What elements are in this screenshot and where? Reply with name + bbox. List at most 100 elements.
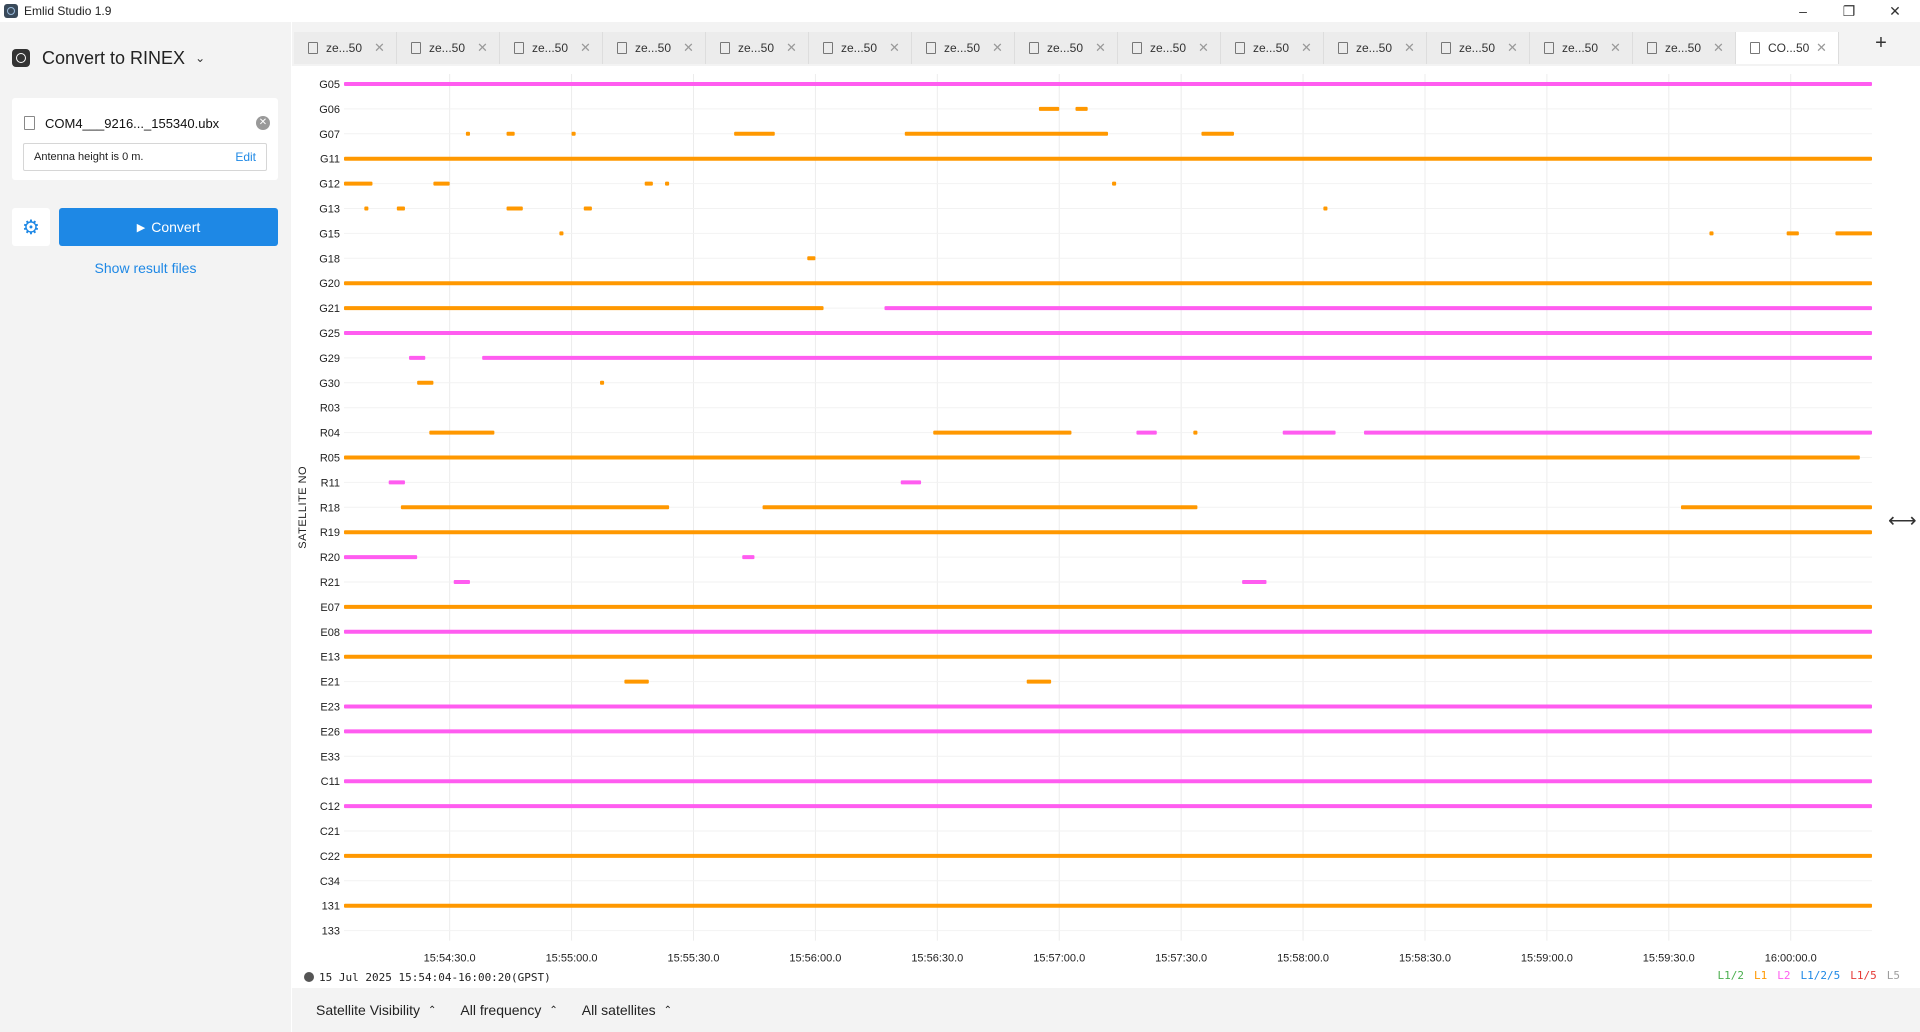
visibility-segment [559,231,564,236]
tab-5[interactable]: ze...50 ✕ [706,32,809,64]
tab-label: CO...50 [1768,41,1810,55]
visibility-dropdown[interactable]: Satellite Visibility ⌃ [316,1002,436,1018]
tab-7[interactable]: ze...50 ✕ [912,32,1015,64]
satellite-label: R19 [320,527,340,539]
satellite-label: E08 [320,627,340,639]
close-tab-icon[interactable]: ✕ [1301,40,1312,55]
tab-label: ze...50 [635,41,672,55]
satellites-dropdown[interactable]: All satellites ⌃ [582,1002,672,1018]
visibility-segment [344,903,1872,908]
frequency-dropdown[interactable]: All frequency ⌃ [460,1002,557,1018]
visibility-segment [644,181,653,186]
close-tab-icon[interactable]: ✕ [1404,40,1415,55]
file-card: COM4___9216..._155340.ubx ✕ Antenna heig… [12,98,278,180]
tab-10[interactable]: ze...50 ✕ [1221,32,1324,64]
satellite-label: R11 [321,477,340,489]
tab-15[interactable]: CO...50 ✕ [1736,32,1839,64]
tab-8[interactable]: ze...50 ✕ [1015,32,1118,64]
visibility-segment [665,181,670,186]
close-window-button[interactable]: ✕ [1889,2,1901,19]
x-tick-label: 15:59:00.0 [1521,953,1573,965]
tab-14[interactable]: ze...50 ✕ [1633,32,1736,64]
close-tab-icon[interactable]: ✕ [477,40,488,55]
satellite-label: E21 [320,677,340,689]
visibility-segment [388,480,405,485]
title-bar: Emlid Studio 1.9 – ❐ ✕ [0,0,1920,22]
edit-antenna-button[interactable]: Edit [235,150,256,164]
satellite-label: G06 [319,104,340,116]
visibility-segment [344,331,1872,335]
visibility-segment [482,355,1873,360]
close-tab-icon[interactable]: ✕ [580,40,591,55]
close-tab-icon[interactable]: ✕ [1507,40,1518,55]
visibility-segment [344,604,1872,609]
tab-label: ze...50 [1665,41,1702,55]
legend-item: L1/5 [1850,969,1877,982]
legend-item: L1/2 [1717,969,1745,982]
visibility-segment [1038,106,1060,111]
settings-button[interactable]: ⚙ [12,208,50,246]
satellite-label: G21 [319,303,340,315]
document-icon [1647,42,1657,54]
minimize-button[interactable]: – [1799,3,1807,19]
satellite-label: G25 [319,328,340,340]
tab-3[interactable]: ze...50 ✕ [500,32,603,64]
close-tab-icon[interactable]: ✕ [683,40,694,55]
tab-2[interactable]: ze...50 ✕ [397,32,500,64]
document-icon [1029,42,1039,54]
visibility-segment [1681,505,1872,510]
document-icon [1235,42,1245,54]
new-tab-button[interactable]: + [1875,32,1887,54]
convert-button[interactable]: ▶ Convert [59,208,278,246]
satellite-visibility-chart: 15:54:30.0 15:55:00.0 15:55:30.0 15:56:00.0… [292,66,1920,966]
close-tab-icon[interactable]: ✕ [374,40,385,55]
resize-handle-icon[interactable]: ⟷ [1888,510,1917,532]
visibility-segment [1136,430,1157,435]
tab-label: ze...50 [1253,41,1290,55]
satellite-label: E33 [320,751,340,763]
close-tab-icon[interactable]: ✕ [889,40,900,55]
tab-strip: ze...50 ✕ ze...50 ✕ ze...50 ✕ ze...50 ✕ ze...50 ✕… [292,22,1920,66]
close-tab-icon[interactable]: ✕ [1816,40,1827,55]
satellite-label: G29 [319,353,340,365]
play-icon: ▶ [136,221,146,234]
satellite-label: C21 [320,826,340,838]
document-icon [1544,42,1554,54]
satellite-label: R04 [320,428,340,440]
file-icon [24,116,35,130]
visibility-label: Satellite Visibility [316,1002,421,1018]
visibility-segment [364,206,369,211]
sat-chart-svg: 15:54:30.0 15:55:00.0 15:55:30.0 15:56:00.0… [297,74,1873,965]
close-tab-icon[interactable]: ✕ [1713,40,1724,55]
close-tab-icon[interactable]: ✕ [1610,40,1621,55]
x-tick-label: 15:58:30.0 [1399,953,1451,965]
x-tick-label: 15:55:00.0 [546,953,598,965]
legend-item: L1 [1754,969,1768,982]
show-result-files-link[interactable]: Show result files [94,260,197,276]
tab-1[interactable]: ze...50 ✕ [294,32,397,64]
tab-13[interactable]: ze...50 ✕ [1530,32,1633,64]
tab-11[interactable]: ze...50 ✕ [1324,32,1427,64]
convert-label: Convert [151,219,201,235]
visibility-segment [344,156,1872,161]
tab-6[interactable]: ze...50 ✕ [809,32,912,64]
mode-selector[interactable]: Convert to RINEX ⌄ [12,42,205,74]
tab-12[interactable]: ze...50 ✕ [1427,32,1530,64]
window-title: Emlid Studio 1.9 [24,4,112,18]
visibility-segment [433,181,450,186]
tab-label: ze...50 [1459,41,1496,55]
document-icon [1441,42,1451,54]
satellite-label: E13 [320,652,340,664]
close-tab-icon[interactable]: ✕ [1095,40,1106,55]
close-tab-icon[interactable]: ✕ [786,40,797,55]
tab-4[interactable]: ze...50 ✕ [603,32,706,64]
close-tab-icon[interactable]: ✕ [1198,40,1209,55]
tab-9[interactable]: ze...50 ✕ [1118,32,1221,64]
y-axis-label: SATELLITE NO [297,466,309,549]
document-icon [411,42,421,54]
remove-file-icon[interactable]: ✕ [256,116,270,130]
x-tick-label: 15:56:00.0 [789,953,841,965]
close-tab-icon[interactable]: ✕ [992,40,1003,55]
maximize-button[interactable]: ❐ [1842,2,1856,19]
visibility-segment [409,355,426,360]
